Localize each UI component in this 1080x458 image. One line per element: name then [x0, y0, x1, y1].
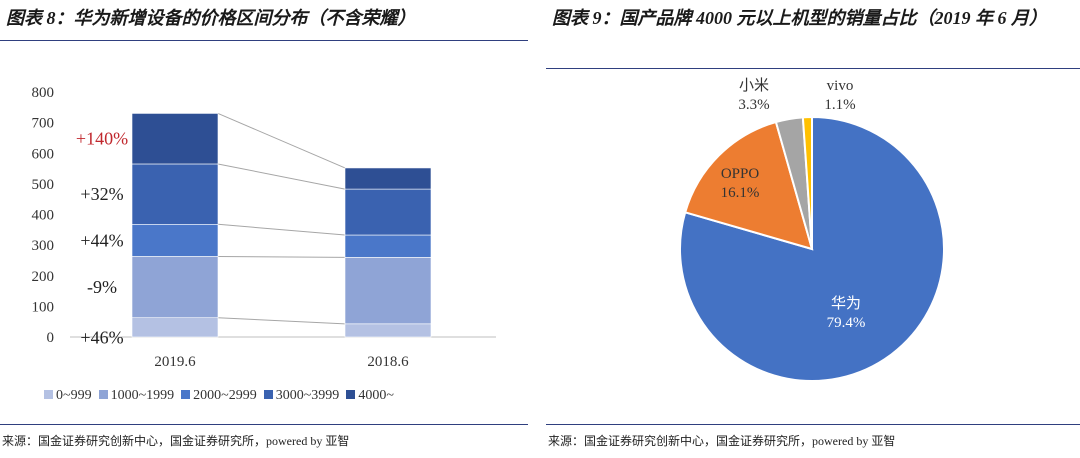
- bar-segment: [131, 317, 219, 338]
- y-tick-label: 600: [32, 146, 55, 162]
- legend-label: 2000~2999: [193, 388, 257, 403]
- pie-label: 华为: [831, 295, 861, 312]
- pie-chart: 华为 79.4% OPPO 16.1% 小米 3.3% vivo 1.1%: [679, 77, 945, 382]
- chart-9-source: 来源：国金证券研究创新中心，国金证券研究所，powered by 亚智: [548, 434, 896, 448]
- bar-segment: [344, 323, 432, 338]
- connector-line: [217, 163, 346, 190]
- legend-swatch: [346, 390, 356, 399]
- pie-slice: [683, 120, 814, 251]
- pie-label: vivo: [827, 78, 854, 94]
- pie-slice: [679, 115, 945, 382]
- connector-line: [217, 112, 346, 169]
- legend-item: 0~999: [44, 388, 92, 404]
- right-chart-panel: 图表 9：国产品牌 4000 元以上机型的销量占比（2019 年 6 月） 华为…: [546, 0, 1080, 458]
- y-tick-label: 0: [47, 330, 55, 346]
- growth-annotation: +46%: [80, 327, 123, 347]
- y-tick-label: 800: [32, 85, 55, 101]
- bar-segment: [344, 188, 432, 236]
- y-tick-label: 100: [32, 299, 55, 315]
- legend-swatch: [98, 390, 108, 399]
- bar-segment: [131, 224, 219, 257]
- bar-segment: [344, 234, 432, 258]
- connector-line: [217, 317, 346, 325]
- chart-8-title: 图表 8：华为新增设备的价格区间分布（不含荣耀）: [6, 8, 416, 28]
- legend-swatch: [263, 390, 273, 399]
- pie-slice: [801, 115, 813, 250]
- legend-item: 1000~1999: [98, 388, 175, 404]
- bar-segment: [131, 113, 219, 165]
- legend-swatch: [181, 390, 191, 399]
- legend-label: 4000~: [358, 388, 394, 403]
- y-tick-label: 300: [32, 238, 55, 254]
- left-chart-panel: 图表 8：华为新增设备的价格区间分布（不含荣耀） 0 100 200 300 400 50…: [0, 0, 528, 458]
- growth-annotation: +44%: [80, 230, 123, 250]
- source-divider: [546, 424, 1080, 425]
- y-tick-label: 500: [32, 177, 55, 193]
- pie-label: OPPO: [721, 166, 760, 182]
- pie-label: 小米: [739, 77, 769, 94]
- x-category-label: 2019.6: [154, 354, 196, 370]
- bar-segment: [131, 256, 219, 319]
- legend-label: 3000~3999: [275, 388, 340, 403]
- chart-9-title: 图表 9：国产品牌 4000 元以上机型的销量占比（2019 年 6 月）: [552, 8, 1047, 28]
- bar-chart-legend: 0~999 1000~1999 2000~2999 3000~3999 4000~: [44, 388, 401, 404]
- legend-label: 0~999: [56, 388, 92, 403]
- source-divider: [0, 424, 528, 425]
- pie-value-label: 16.1%: [721, 185, 760, 201]
- y-tick-label: 700: [32, 116, 55, 132]
- bar-segment: [344, 257, 432, 325]
- bar-segment: [344, 167, 432, 190]
- legend-item: 2000~2999: [181, 388, 257, 404]
- legend-swatch: [44, 390, 53, 399]
- growth-annotation: -9%: [87, 277, 117, 297]
- pie-value-label: 1.1%: [824, 97, 855, 113]
- pie-value-label: 3.3%: [738, 97, 769, 113]
- growth-annotation: +140%: [76, 129, 128, 149]
- y-tick-label: 200: [32, 269, 55, 285]
- chart-8-source: 来源：国金证券研究创新中心，国金证券研究所，powered by 亚智: [2, 434, 350, 448]
- legend-label: 1000~1999: [110, 388, 175, 403]
- growth-annotation: +32%: [80, 184, 123, 204]
- x-category-label: 2018.6: [367, 354, 409, 370]
- title-divider: [546, 68, 1080, 69]
- pie-value-label: 79.4%: [827, 315, 866, 331]
- legend-item: 4000~: [346, 388, 394, 404]
- bar-segment: [131, 163, 219, 225]
- stacked-bar-chart: 0 100 200 300 400 500 600 700 800 2019.6 2018.6 +14…: [32, 85, 496, 370]
- connector-line: [217, 255, 346, 258]
- legend-item: 3000~3999: [263, 388, 340, 404]
- connector-line: [217, 223, 346, 236]
- title-divider: [0, 40, 528, 41]
- y-tick-label: 400: [32, 208, 55, 224]
